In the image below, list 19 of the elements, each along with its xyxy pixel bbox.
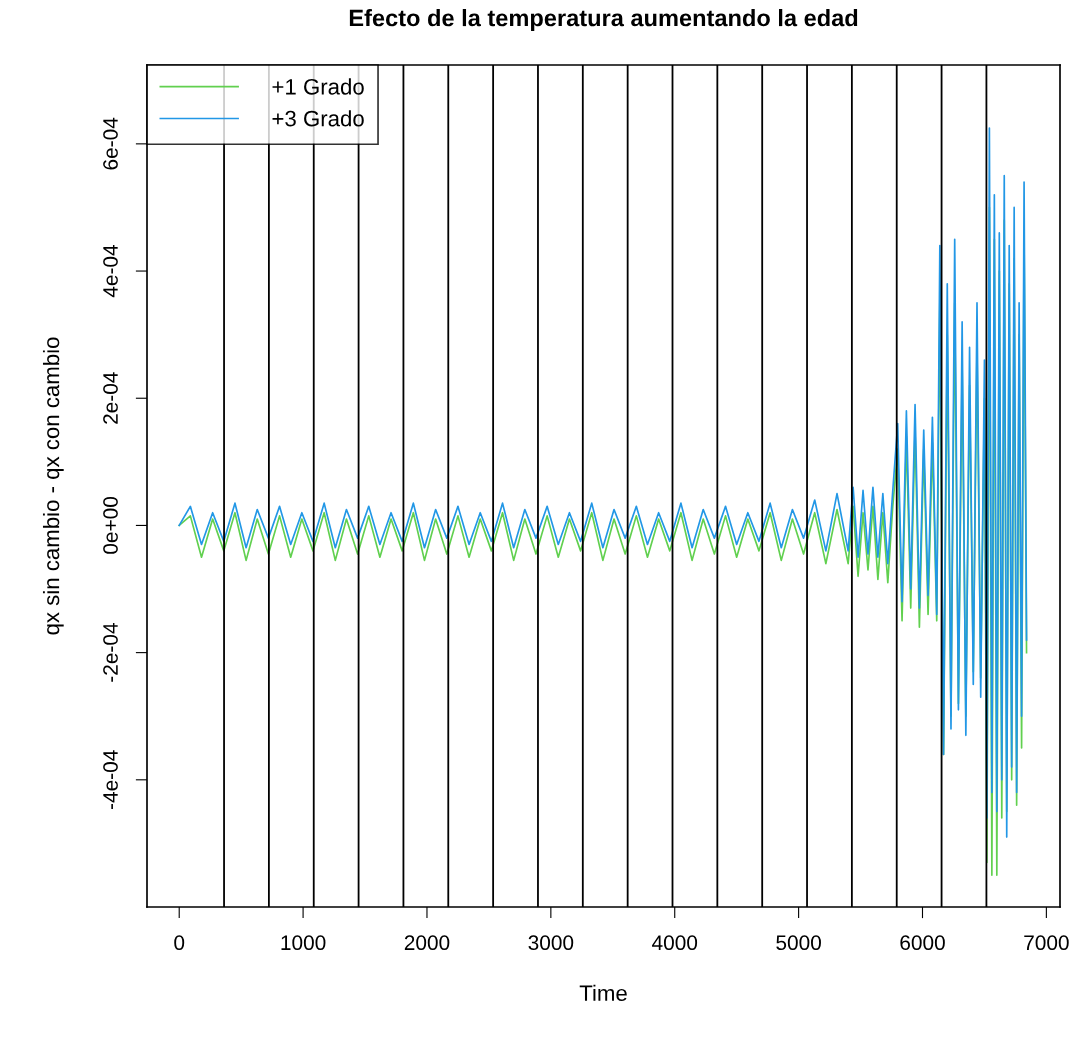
y-axis-title: qx sin cambio - qx con cambio xyxy=(42,337,64,635)
y-tick-label: 2e-04 xyxy=(103,372,118,424)
x-tick-label: 3000 xyxy=(528,935,574,951)
y-tick-label: 6e-04 xyxy=(103,117,118,170)
x-tick-label: 1000 xyxy=(281,935,326,951)
y-tick-label: -2e-04 xyxy=(103,623,118,682)
x-tick-label: 4000 xyxy=(652,935,698,951)
y-tick-label: 4e-04 xyxy=(103,245,118,298)
y-tick-label: 0e+00 xyxy=(103,496,118,554)
legend-label: +3 Grado xyxy=(272,110,364,127)
x-tick-label: 6000 xyxy=(900,935,945,951)
x-tick-label: 0 xyxy=(174,935,185,951)
y-tick-label: -4e-04 xyxy=(103,750,118,809)
x-tick-label: 2000 xyxy=(404,935,450,951)
legend-label: +1 Grado xyxy=(272,78,364,95)
x-axis-title: Time xyxy=(579,984,627,1002)
chart-title: Efecto de la temperatura aumentando la edad xyxy=(349,9,858,32)
x-tick-label: 5000 xyxy=(776,935,821,951)
x-tick-label: 7000 xyxy=(1024,935,1069,951)
